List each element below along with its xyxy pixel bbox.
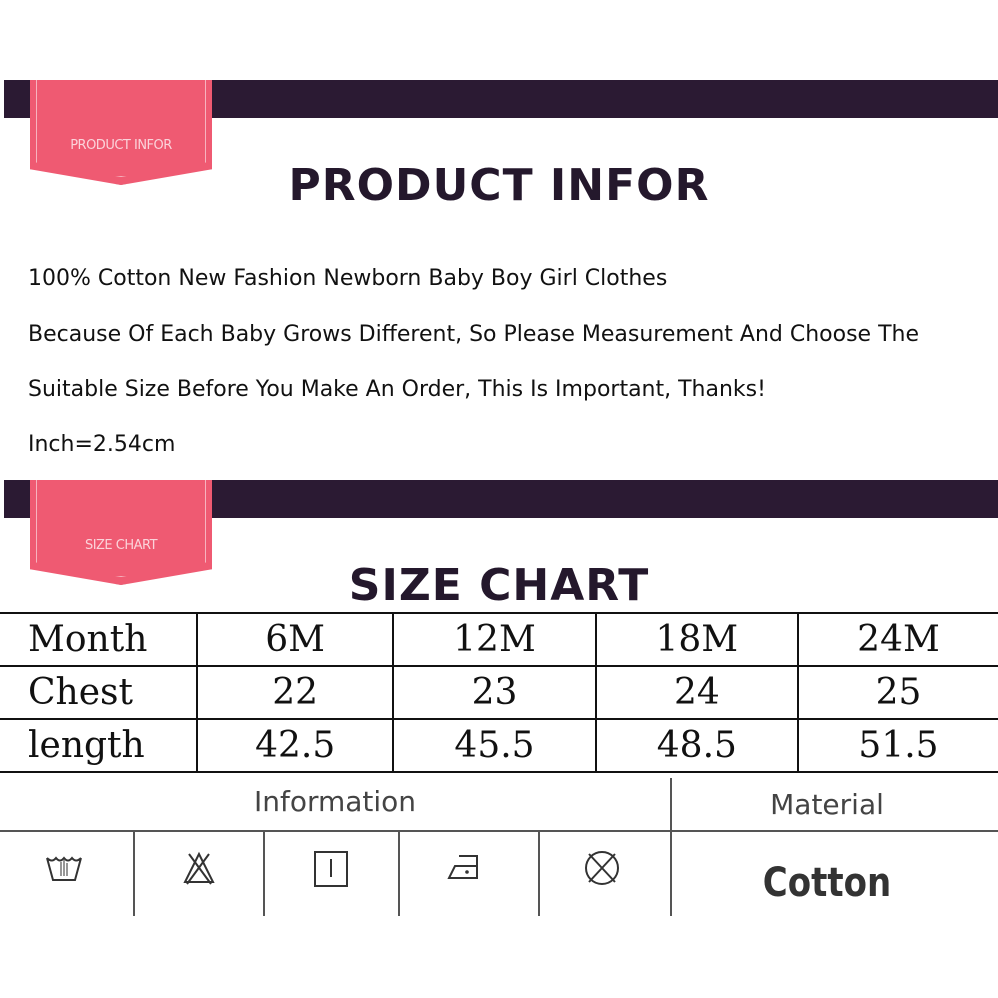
cell: 22 xyxy=(197,665,395,720)
description-line: Suitable Size Before You Make An Order, … xyxy=(28,377,766,402)
iron-low-icon xyxy=(447,855,478,879)
product-infor-title: PRODUCT INFOR xyxy=(288,160,710,211)
divider xyxy=(133,830,135,916)
cell: 25 xyxy=(798,665,998,720)
information-label: Information xyxy=(253,785,417,818)
cell: Chest xyxy=(0,665,198,720)
description-line: Because Of Each Baby Grows Different, So… xyxy=(28,322,919,347)
cell: 6M xyxy=(197,612,395,667)
cell: Month xyxy=(0,612,198,667)
size-chart-title: SIZE CHART xyxy=(348,560,650,611)
table-row: length 42.5 45.5 48.5 51.5 xyxy=(0,718,998,773)
line-dry-icon xyxy=(314,851,348,887)
cell: 51.5 xyxy=(798,718,998,773)
divider xyxy=(538,830,540,916)
table-row: Chest 22 23 24 25 xyxy=(0,665,998,720)
cell: 18M xyxy=(595,612,800,667)
cell: 23 xyxy=(393,665,597,720)
cell: 45.5 xyxy=(393,718,597,773)
do-not-bleach-icon xyxy=(183,851,215,885)
cell: 12M xyxy=(393,612,597,667)
divider xyxy=(398,830,400,916)
description-line: Inch=2.54cm xyxy=(28,432,176,457)
divider xyxy=(670,778,672,916)
table-row: Month 6M 12M 18M 24M xyxy=(0,612,998,667)
cell: 24 xyxy=(595,665,800,720)
cell: 48.5 xyxy=(595,718,800,773)
divider xyxy=(263,830,265,916)
do-not-dry-clean-icon xyxy=(585,851,619,885)
size-table: Month 6M 12M 18M 24M Chest 22 23 24 25 length 42.… xyxy=(0,612,998,773)
tag-label: PRODUCT INFOR xyxy=(70,138,172,153)
description-line: 100% Cotton New Fashion Newborn Baby Boy… xyxy=(28,266,668,291)
hand-wash-icon xyxy=(46,856,82,881)
material-value: Cotton xyxy=(762,860,892,906)
cell: length xyxy=(0,718,198,773)
tag-label: SIZE CHART xyxy=(84,538,158,553)
cell: 42.5 xyxy=(197,718,395,773)
material-label: Material xyxy=(770,788,884,821)
size-chart-tag: SIZE CHART xyxy=(30,480,212,585)
divider xyxy=(0,830,998,832)
product-infor-tag: PRODUCT INFOR xyxy=(30,80,212,185)
cell: 24M xyxy=(798,612,998,667)
